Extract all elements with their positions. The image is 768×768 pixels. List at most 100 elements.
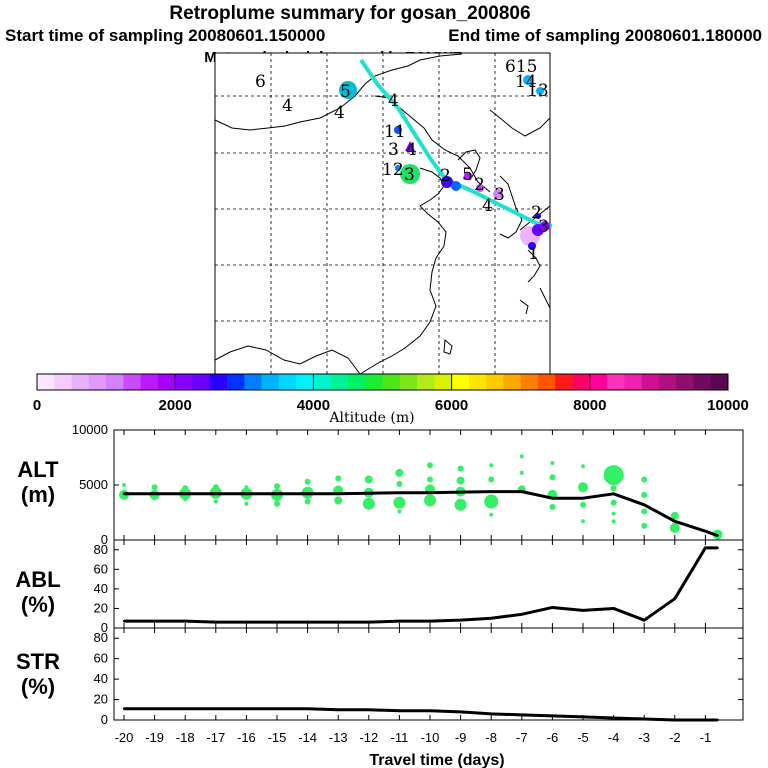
day-label: 2 bbox=[440, 166, 451, 186]
plume-cluster-point bbox=[427, 462, 433, 469]
x-tick-label: -20 bbox=[115, 730, 134, 745]
plume-marker bbox=[476, 184, 484, 192]
series-point bbox=[581, 715, 585, 719]
colorbar-cell bbox=[261, 374, 280, 390]
plume-cluster-point bbox=[395, 468, 404, 477]
series-point bbox=[398, 491, 401, 494]
series-line bbox=[124, 490, 719, 538]
plume-cluster-point bbox=[364, 475, 373, 484]
plume-cluster-point bbox=[456, 476, 465, 485]
series-point bbox=[306, 707, 309, 710]
alt-panel-unit: (m) bbox=[21, 482, 55, 507]
coast-line-japan-b bbox=[527, 249, 541, 283]
plume-cluster-point bbox=[519, 470, 524, 475]
series-point bbox=[643, 618, 646, 622]
plume-marker bbox=[493, 189, 503, 199]
y-tick-label: 60 bbox=[94, 651, 108, 666]
series-point bbox=[612, 716, 615, 720]
series-point bbox=[520, 613, 523, 616]
plume-marker bbox=[528, 242, 536, 250]
series-point bbox=[459, 618, 462, 622]
plume-cluster-point bbox=[304, 478, 311, 485]
colorbar-tick-label: 0 bbox=[33, 397, 41, 414]
colorbar-cell bbox=[296, 374, 314, 390]
series-point bbox=[643, 717, 646, 721]
day-label: 5 bbox=[340, 82, 351, 102]
plume-marker bbox=[464, 172, 472, 180]
day-label: 12 bbox=[382, 160, 404, 180]
plume-cluster-point bbox=[304, 498, 311, 505]
coast-line-china bbox=[359, 167, 447, 375]
plume-cluster-point bbox=[641, 508, 648, 515]
colorbar-cell bbox=[434, 374, 453, 390]
colorbar-cell bbox=[468, 374, 487, 390]
series-point bbox=[245, 620, 248, 624]
colorbar-cell bbox=[175, 374, 193, 390]
end-time-label: End time of sampling 20080601.180000 bbox=[448, 26, 762, 45]
x-tick-label: -9 bbox=[455, 730, 467, 745]
colorbar-cell bbox=[123, 374, 142, 390]
colorbar-cell bbox=[227, 374, 245, 390]
y-tick-label: 10000 bbox=[72, 422, 108, 437]
day-label: 3 bbox=[538, 217, 549, 237]
y-tick-label: 0 bbox=[101, 712, 108, 727]
alt-panel-label: ALT bbox=[17, 457, 59, 482]
colorbar-cell bbox=[313, 374, 332, 390]
series-point bbox=[367, 620, 370, 624]
plume-cluster-point bbox=[549, 504, 556, 510]
plume-cluster-point bbox=[550, 461, 555, 465]
x-tick-label: -8 bbox=[485, 730, 497, 745]
series-point bbox=[520, 713, 523, 717]
x-tick-label: -5 bbox=[577, 730, 589, 745]
map-frame bbox=[214, 52, 551, 375]
plume-cluster-point bbox=[580, 501, 586, 508]
series-point bbox=[337, 492, 340, 495]
plume-cluster-point bbox=[610, 485, 617, 492]
series-point bbox=[704, 546, 707, 550]
colorbar-cells bbox=[37, 374, 729, 390]
abl-panel-label: ABL bbox=[15, 567, 60, 592]
colorbar-cell bbox=[347, 374, 366, 390]
x-tick-label: -11 bbox=[390, 730, 408, 745]
series-line bbox=[124, 546, 718, 624]
plume-cluster-point bbox=[670, 511, 679, 520]
plume-cluster-point bbox=[581, 464, 585, 469]
day-label: 4 bbox=[388, 91, 399, 111]
y-tick-label: 0 bbox=[101, 620, 108, 635]
series-point bbox=[245, 492, 248, 495]
plume-cluster-point bbox=[362, 497, 375, 510]
plume-marker bbox=[441, 176, 453, 188]
x-tick-label: -10 bbox=[421, 730, 440, 745]
x-tick-label: -6 bbox=[547, 730, 559, 745]
plume-cluster-point bbox=[549, 474, 556, 481]
series-point bbox=[122, 492, 126, 495]
plume-cluster-point bbox=[334, 496, 343, 505]
colorbar-tick-label: 10000 bbox=[707, 397, 749, 414]
colorbar-cell bbox=[486, 374, 504, 390]
plume-cluster-point bbox=[424, 494, 436, 507]
day-label: 11 bbox=[384, 122, 406, 142]
plume-marker bbox=[523, 75, 533, 85]
day-label: 6 bbox=[255, 72, 266, 92]
panel-frame bbox=[113, 627, 744, 721]
str-panel-label: STR bbox=[16, 649, 60, 674]
coast-line-taiwan bbox=[443, 338, 453, 355]
series-point bbox=[398, 709, 401, 712]
x-tick-label: -18 bbox=[176, 730, 195, 745]
plume-marker bbox=[535, 213, 541, 219]
series-point bbox=[716, 718, 719, 722]
coast-line-russia bbox=[489, 109, 551, 137]
x-tick-label: -15 bbox=[268, 730, 287, 745]
plume-cluster-point bbox=[489, 463, 494, 468]
colorbar-cell bbox=[37, 374, 55, 390]
series-point bbox=[428, 491, 432, 494]
x-axis-label: Travel time (days) bbox=[369, 752, 504, 768]
series-point bbox=[184, 707, 187, 710]
day-label: 14 bbox=[515, 72, 537, 92]
series-point bbox=[612, 492, 615, 495]
series-point bbox=[153, 707, 156, 710]
day-label: 5 bbox=[462, 165, 473, 185]
series-point bbox=[490, 490, 493, 493]
start-time-label: Start time of sampling 20080601.150000 bbox=[5, 26, 325, 45]
